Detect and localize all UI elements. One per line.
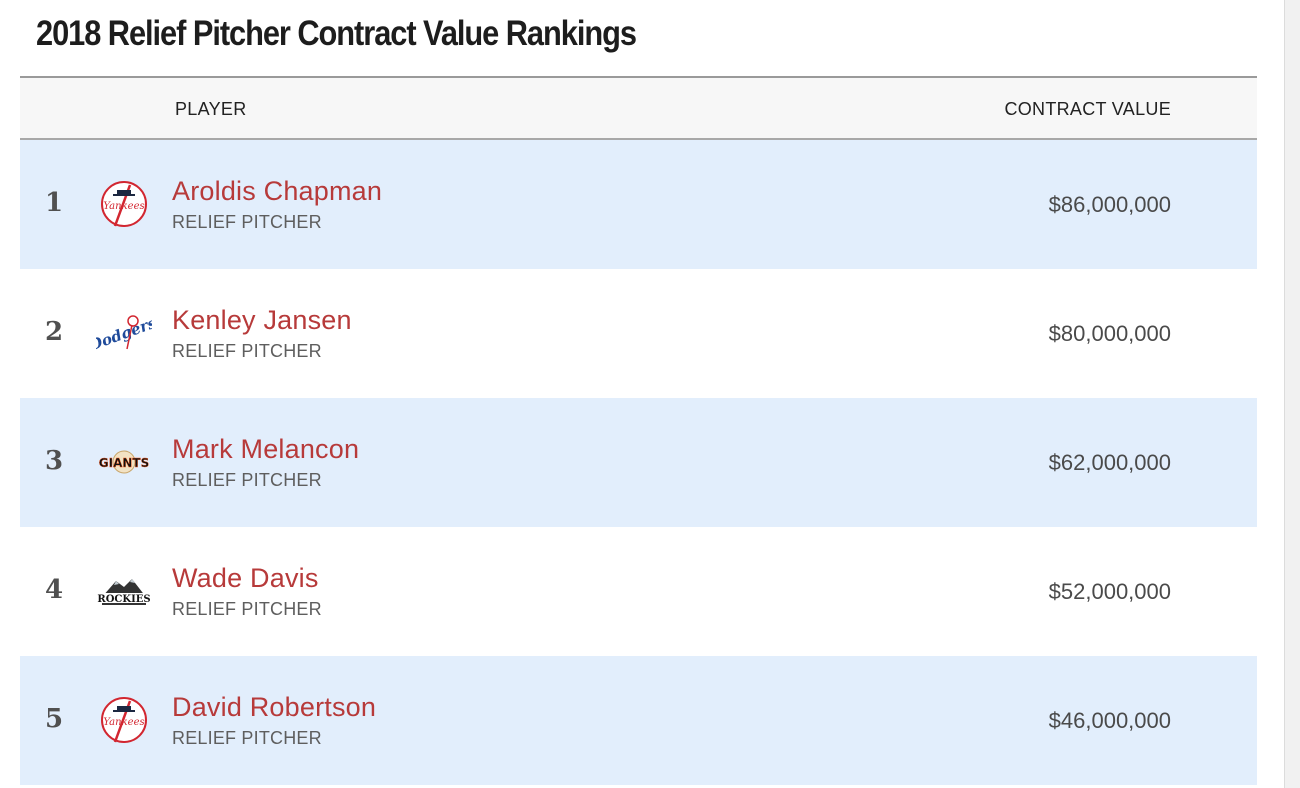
player-position: RELIEF PITCHER (172, 728, 322, 748)
table-header: PLAYER CONTRACT VALUE (20, 78, 1257, 140)
giants-logo-icon: GIANTS (96, 434, 152, 490)
contract-value: $86,000,000 (1048, 192, 1171, 217)
rank-number: 1 (44, 188, 64, 218)
table-row: 5 Yankees David Robertson RELIEF PITCHER… (20, 656, 1257, 785)
rank-number: 2 (44, 317, 64, 347)
player-name-link[interactable]: Mark Melancon (172, 434, 360, 464)
player-name-link[interactable]: Aroldis Chapman (172, 176, 383, 206)
player-position: RELIEF PITCHER (172, 470, 322, 490)
table-row: 1 Yankees Aroldis Chapman RELIEF PITCHER… (20, 140, 1257, 269)
yankees-logo-icon: Yankees (96, 692, 152, 748)
contract-value: $80,000,000 (1048, 321, 1171, 346)
page-scrollbar[interactable] (1284, 0, 1300, 788)
player-name-link[interactable]: Wade Davis (172, 563, 319, 593)
contract-value: $62,000,000 (1048, 450, 1171, 475)
column-header-contract-value[interactable]: CONTRACT VALUE (1004, 99, 1171, 119)
rank-number: 5 (44, 704, 64, 734)
rankings-table: PLAYER CONTRACT VALUE 1 Yankees Aroldis … (20, 76, 1257, 785)
contract-value: $52,000,000 (1048, 579, 1171, 604)
rockies-logo-icon: ROCKIES (96, 563, 152, 619)
table-row: 4 ROCKIES Wade Davis RELIEF PITCHER $52,… (20, 527, 1257, 656)
yankees-logo-icon: Yankees (96, 176, 152, 232)
rank-number: 3 (44, 446, 64, 476)
table-row: 2 Dodgers Kenley Jansen RELIEF PITCHER $… (20, 269, 1257, 398)
rank-number: 4 (44, 575, 64, 605)
svg-text:Yankees: Yankees (103, 201, 144, 212)
table-row: 3 GIANTS Mark Melancon RELIEF PITCHER $6… (20, 398, 1257, 527)
column-header-player[interactable]: PLAYER (175, 99, 247, 119)
player-position: RELIEF PITCHER (172, 341, 322, 361)
svg-text:Yankees: Yankees (103, 717, 144, 728)
player-name-link[interactable]: David Robertson (172, 692, 377, 722)
player-position: RELIEF PITCHER (172, 212, 322, 232)
svg-text:GIANTS: GIANTS (99, 456, 149, 470)
svg-text:ROCKIES: ROCKIES (97, 594, 150, 605)
page-title: 2018 Relief Pitcher Contract Value Ranki… (36, 14, 637, 53)
player-position: RELIEF PITCHER (172, 599, 322, 619)
svg-text:Dodgers: Dodgers (96, 313, 152, 354)
contract-value: $46,000,000 (1048, 708, 1171, 733)
player-name-link[interactable]: Kenley Jansen (172, 305, 352, 335)
dodgers-logo-icon: Dodgers (86, 305, 159, 361)
